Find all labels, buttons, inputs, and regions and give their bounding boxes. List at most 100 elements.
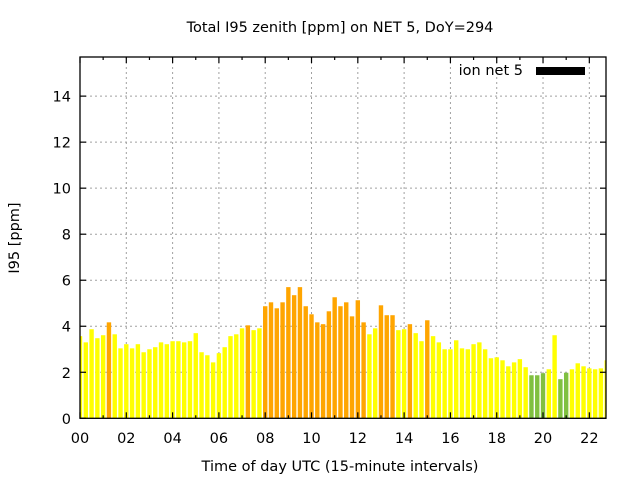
x-tick-label: 20 xyxy=(534,431,552,447)
bar xyxy=(494,357,499,419)
bar xyxy=(378,305,384,419)
x-axis-label: Time of day UTC (15-minute intervals) xyxy=(201,459,479,475)
x-tick-label: 22 xyxy=(580,431,598,447)
bar xyxy=(309,314,314,419)
bar xyxy=(268,302,274,419)
bar xyxy=(181,342,187,419)
y-tick-label: 8 xyxy=(62,228,71,244)
bar xyxy=(129,348,135,419)
bar xyxy=(170,341,175,419)
x-tick-label: 04 xyxy=(163,431,181,447)
bar xyxy=(506,366,511,419)
bar xyxy=(482,349,488,419)
bar xyxy=(569,369,575,419)
bar xyxy=(332,297,337,419)
bar xyxy=(361,322,366,419)
bar xyxy=(80,336,83,419)
bar xyxy=(558,379,563,419)
bars xyxy=(80,287,606,419)
bar xyxy=(598,368,604,419)
bar xyxy=(326,311,332,419)
bar xyxy=(280,302,285,419)
plot-frame xyxy=(79,56,607,419)
bar xyxy=(488,358,494,419)
y-tick-labels: 0 2 4 6 8 10 12 14 xyxy=(53,90,71,428)
bar xyxy=(563,372,569,419)
bar xyxy=(581,366,586,419)
y-axis-label: I95 [ppm] xyxy=(7,202,23,273)
bar xyxy=(604,360,606,419)
bar xyxy=(442,349,447,419)
bar xyxy=(540,373,546,419)
bar xyxy=(210,362,216,419)
bar xyxy=(384,315,389,419)
bar xyxy=(83,342,88,419)
bar xyxy=(205,355,210,419)
bar xyxy=(147,349,152,419)
bar xyxy=(187,341,193,419)
bar xyxy=(459,348,465,419)
bar xyxy=(297,287,303,419)
bar xyxy=(419,341,424,419)
bar xyxy=(141,352,146,419)
bar xyxy=(396,330,401,419)
bar xyxy=(257,328,262,419)
bar xyxy=(592,369,598,419)
bar xyxy=(199,352,204,419)
bar xyxy=(413,333,418,419)
bar xyxy=(89,329,94,419)
bar xyxy=(407,324,413,419)
bar xyxy=(355,300,361,419)
bar xyxy=(575,363,580,419)
x-tick-label: 00 xyxy=(71,431,89,447)
y-tick-label: 14 xyxy=(53,90,71,106)
x-tick-label: 10 xyxy=(302,431,320,447)
bar xyxy=(222,347,227,419)
y-tick-label: 2 xyxy=(62,366,71,382)
bar xyxy=(291,295,297,419)
legend: ion net 5 xyxy=(459,63,585,79)
x-tick-label: 06 xyxy=(210,431,228,447)
bar xyxy=(344,302,349,419)
bar xyxy=(523,367,528,419)
bar xyxy=(164,344,170,419)
bar xyxy=(263,306,268,419)
bar xyxy=(425,320,430,419)
bar xyxy=(500,360,505,419)
bar xyxy=(315,322,320,419)
bar xyxy=(216,353,222,419)
x-tick-label: 16 xyxy=(441,431,459,447)
bar xyxy=(234,334,239,419)
bar xyxy=(529,375,534,419)
bar xyxy=(535,375,540,419)
bar xyxy=(338,306,343,419)
bar xyxy=(454,340,459,419)
bar xyxy=(245,325,251,419)
bar xyxy=(112,334,117,419)
bar xyxy=(135,344,141,419)
bar xyxy=(193,333,198,419)
bar xyxy=(251,330,256,419)
bar xyxy=(320,324,326,419)
bar xyxy=(176,341,181,419)
bar xyxy=(106,322,112,419)
bar xyxy=(153,347,158,419)
bar xyxy=(158,342,164,419)
x-tick-label: 08 xyxy=(256,431,274,447)
bar xyxy=(303,306,308,419)
bar xyxy=(349,316,355,419)
y-tick-label: 10 xyxy=(53,182,71,198)
bar xyxy=(471,344,476,419)
legend-swatch xyxy=(536,67,585,75)
bar xyxy=(372,328,378,419)
bar xyxy=(228,336,233,419)
y-tick-label: 0 xyxy=(62,412,71,428)
chart-title: Total I95 zenith [ppm] on NET 5, DoY=294 xyxy=(186,20,494,36)
bar xyxy=(401,329,407,419)
x-tick-label: 14 xyxy=(395,431,413,447)
bar xyxy=(552,335,557,419)
bar xyxy=(274,308,279,419)
x-tick-label: 02 xyxy=(117,431,135,447)
bar xyxy=(390,315,395,419)
x-tick-label: 18 xyxy=(487,431,505,447)
